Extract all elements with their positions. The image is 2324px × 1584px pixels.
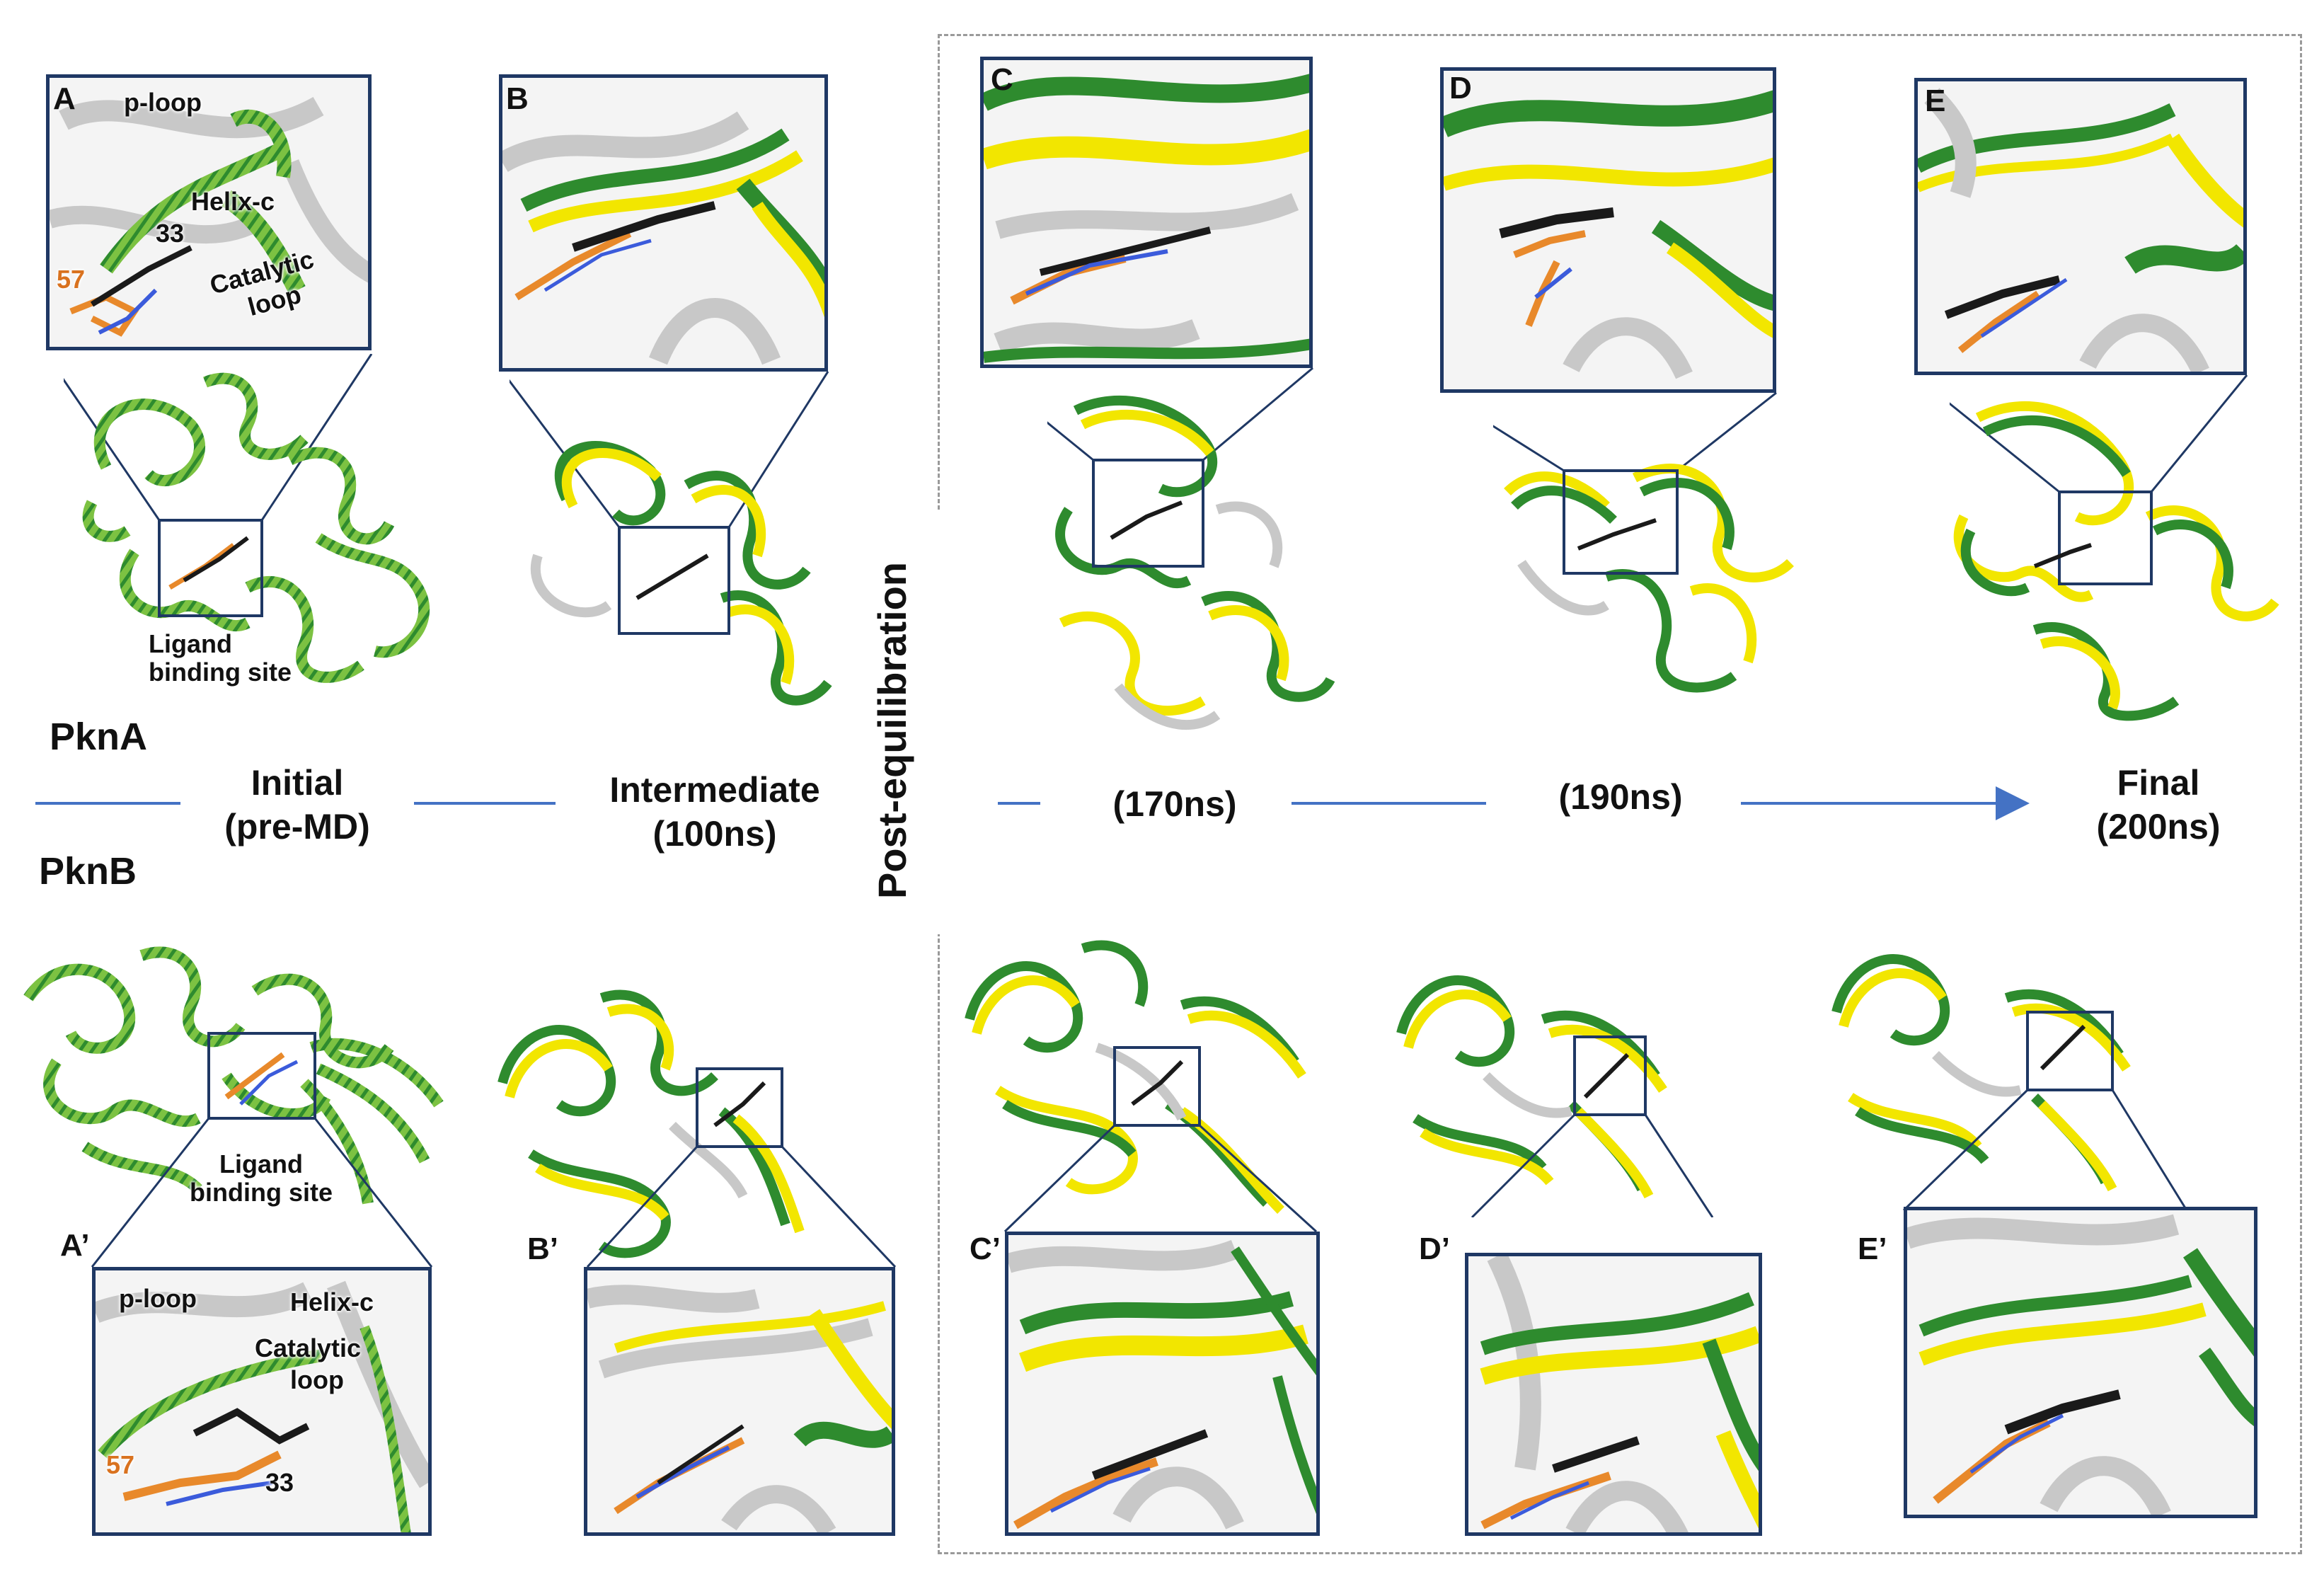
stage-initial: Initial (pre-MD) (224, 763, 370, 846)
stage-intermediate: Intermediate (100ns) (609, 770, 820, 854)
zoom-panel-a-graphic (50, 96, 368, 337)
annotation-a-prime-ligand-site: Ligand binding site (190, 1149, 333, 1207)
annotation-a-ligand-site: Ligand binding site (149, 629, 292, 687)
protein-e (1950, 375, 2279, 721)
zoom-panel-e (1914, 78, 2247, 375)
zoom-panel-e-prime (1904, 1207, 2257, 1518)
panel-label-d-prime: D’ (1419, 1232, 1450, 1266)
protein-c (1047, 368, 1335, 730)
panel-label-b-prime: B’ (527, 1232, 558, 1266)
zoom-panel-d-prime (1465, 1253, 1762, 1536)
annotation-a-residue-57: 57 (57, 265, 86, 294)
annotation-a-prime-p-loop: p-loop (119, 1284, 197, 1313)
annotation-a-prime-residue-57: 57 (106, 1450, 135, 1479)
panel-label-c-prime: C’ (970, 1232, 1001, 1266)
zoom-panel-c-prime-graphic (1008, 1239, 1316, 1530)
protein-c-prime (965, 940, 1318, 1232)
panel-label-a: A (53, 81, 76, 116)
annotation-a-helix-c: Helix-c (191, 187, 275, 216)
annotation-a-prime-loop: loop (290, 1365, 344, 1394)
protein-a (64, 354, 430, 683)
zoom-panel-c-graphic (984, 74, 1309, 363)
zoom-panel-d-prime-graphic (1480, 1256, 1759, 1532)
panel-label-d: D (1449, 71, 1472, 105)
zoom-panel-a-prime-graphic (96, 1280, 428, 1532)
zoom-panel-e-graphic (1918, 88, 2243, 372)
row-label-pkna: PknA (50, 716, 148, 758)
zoom-panel-b-prime-graphic (587, 1285, 892, 1532)
panel-label-e-prime: E’ (1858, 1232, 1887, 1266)
protein-b-prime (497, 989, 897, 1268)
panel-label-e: E (1925, 84, 1946, 118)
zoom-panel-c (980, 57, 1313, 368)
stage-170ns: (170ns) (1112, 784, 1237, 824)
zoom-panel-e-prime-graphic (1907, 1214, 2254, 1515)
annotation-a-p-loop: p-loop (124, 88, 202, 117)
annotation-a-residue-33: 33 (156, 219, 185, 248)
zoom-panel-d-graphic (1444, 90, 1773, 379)
zoom-panel-d (1440, 67, 1776, 393)
stage-190ns: (190ns) (1558, 777, 1683, 817)
zoom-panel-a-prime (92, 1267, 432, 1536)
stage-final: Final (200ns) (2096, 763, 2221, 846)
annotation-a-prime-helix-c: Helix-c (290, 1287, 374, 1316)
zoom-panel-b-graphic (502, 111, 824, 365)
protein-e-prime (1831, 954, 2188, 1212)
row-label-pknb: PknB (39, 850, 137, 893)
protein-b (510, 372, 832, 706)
zoom-panel-b (499, 74, 828, 372)
protein-a-prime (23, 946, 444, 1268)
panel-label-b: B (506, 81, 529, 116)
zoom-panel-c-prime (1005, 1232, 1320, 1536)
timeline-arrow (35, 786, 2030, 820)
zoom-panel-a (46, 74, 372, 350)
zoom-panel-b-prime (584, 1267, 895, 1536)
protein-d-prime (1396, 975, 1714, 1217)
post-equilibration-label: Post-equilibration (870, 562, 914, 899)
annotation-a-prime-catalytic: Catalytic (255, 1333, 362, 1362)
annotation-a-prime-residue-33: 33 (265, 1468, 294, 1497)
panel-label-c: C (991, 62, 1013, 97)
protein-d (1493, 393, 1794, 693)
panel-label-a-prime: A’ (60, 1228, 90, 1263)
